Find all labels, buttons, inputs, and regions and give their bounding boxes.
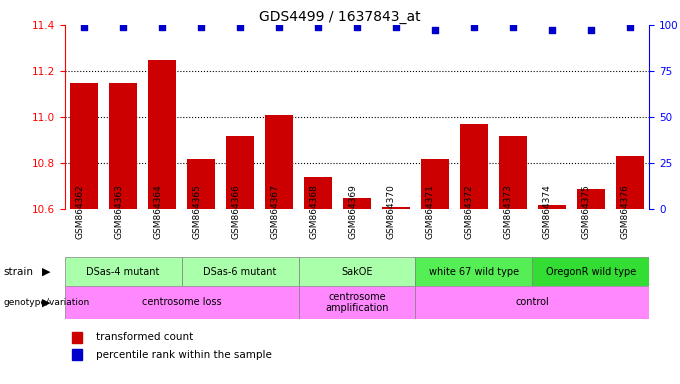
Text: percentile rank within the sample: percentile rank within the sample [96, 350, 272, 360]
Bar [343, 198, 371, 209]
Bar [65, 257, 182, 286]
Text: DSas-6 mutant: DSas-6 mutant [203, 266, 277, 277]
Text: GSM864366: GSM864366 [231, 184, 240, 239]
Text: white 67 wild type: white 67 wild type [429, 266, 519, 277]
Point [624, 24, 635, 30]
Bar [299, 286, 415, 319]
Bar [265, 115, 292, 209]
Bar [65, 286, 299, 319]
Point [118, 24, 129, 30]
Point [352, 24, 362, 30]
Bar [460, 124, 488, 209]
Text: ▶: ▶ [42, 297, 50, 308]
Bar [109, 83, 137, 209]
Text: GSM864376: GSM864376 [621, 184, 630, 239]
Text: GSM864368: GSM864368 [309, 184, 318, 239]
Point [235, 24, 245, 30]
Bar [532, 257, 649, 286]
Bar [71, 332, 82, 343]
Bar [539, 205, 566, 209]
Text: GSM864365: GSM864365 [192, 184, 201, 239]
Point [156, 24, 167, 30]
Bar [422, 159, 449, 209]
Text: GSM864369: GSM864369 [348, 184, 357, 239]
Text: GSM864363: GSM864363 [114, 184, 123, 239]
Bar [415, 286, 649, 319]
Point [79, 24, 90, 30]
Point [196, 24, 207, 30]
Text: centrosome loss: centrosome loss [141, 297, 222, 308]
Text: OregonR wild type: OregonR wild type [546, 266, 636, 277]
Point [469, 24, 479, 30]
Bar [299, 257, 415, 286]
Text: GSM864374: GSM864374 [543, 184, 552, 239]
Bar [188, 159, 215, 209]
Bar [415, 257, 532, 286]
Text: GDS4499 / 1637843_at: GDS4499 / 1637843_at [259, 10, 421, 23]
Text: GSM864370: GSM864370 [387, 184, 396, 239]
Bar [305, 177, 332, 209]
Text: SakOE: SakOE [341, 266, 373, 277]
Text: DSas-4 mutant: DSas-4 mutant [86, 266, 160, 277]
Text: GSM864373: GSM864373 [504, 184, 513, 239]
Point [313, 24, 324, 30]
Bar [226, 136, 254, 209]
Bar [182, 257, 299, 286]
Text: ▶: ▶ [42, 266, 50, 277]
Text: GSM864371: GSM864371 [426, 184, 435, 239]
Text: control: control [515, 297, 549, 308]
Bar [71, 83, 98, 209]
Text: GSM864362: GSM864362 [75, 184, 84, 239]
Bar [382, 207, 409, 209]
Point [430, 27, 441, 33]
Bar [616, 156, 643, 209]
Point [585, 27, 596, 33]
Text: GSM864375: GSM864375 [582, 184, 591, 239]
Bar [71, 349, 82, 360]
Point [390, 24, 401, 30]
Text: GSM864367: GSM864367 [270, 184, 279, 239]
Text: GSM864364: GSM864364 [153, 184, 162, 239]
Text: centrosome
amplification: centrosome amplification [325, 291, 389, 313]
Point [273, 24, 284, 30]
Bar [577, 189, 605, 209]
Text: transformed count: transformed count [96, 332, 193, 342]
Text: genotype/variation: genotype/variation [3, 298, 90, 307]
Bar [499, 136, 526, 209]
Bar [148, 60, 175, 209]
Text: strain: strain [3, 266, 33, 277]
Point [507, 24, 518, 30]
Text: GSM864372: GSM864372 [465, 184, 474, 239]
Point [547, 27, 558, 33]
